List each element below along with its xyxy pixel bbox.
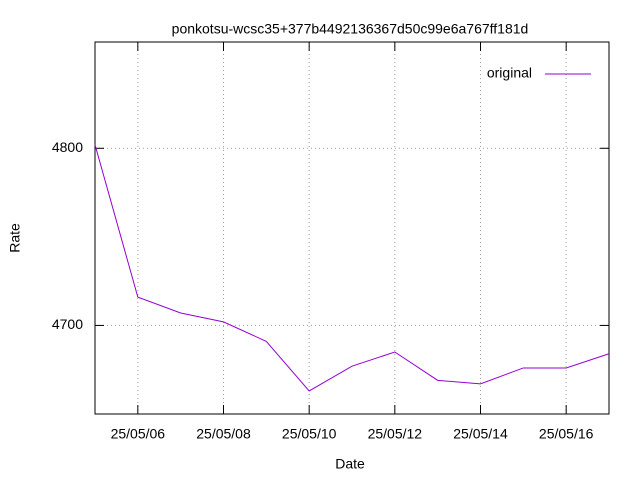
x-tick-label: 25/05/12 <box>368 426 423 442</box>
x-tick-label: 25/05/14 <box>453 426 508 442</box>
chart-title: ponkotsu-wcsc35+377b4492136367d50c99e6a7… <box>172 21 529 37</box>
x-tick-label: 25/05/10 <box>282 426 337 442</box>
x-tick-label: 25/05/16 <box>539 426 594 442</box>
y-tick-label: 4700 <box>52 316 83 332</box>
y-tick-label: 4800 <box>52 139 83 155</box>
legend-label: original <box>487 65 532 81</box>
y-axis-label: Rate <box>7 223 23 253</box>
x-tick-label: 25/05/08 <box>196 426 251 442</box>
data-line <box>94 144 610 392</box>
x-tick-label: 25/05/06 <box>111 426 166 442</box>
plot-frame <box>94 41 610 415</box>
x-axis-label: Date <box>335 456 365 472</box>
